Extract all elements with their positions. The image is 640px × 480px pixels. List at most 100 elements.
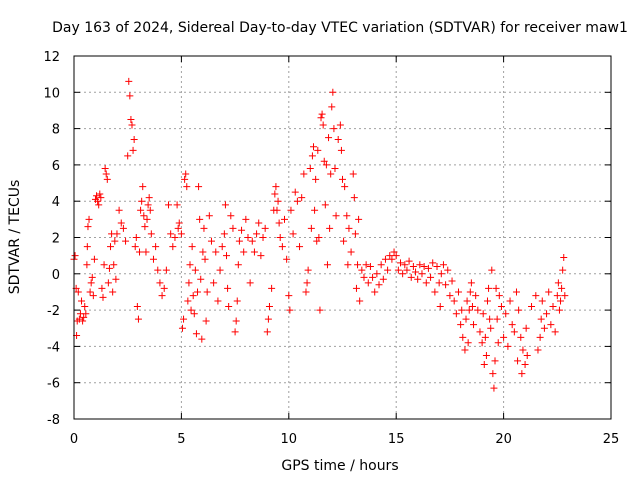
data-point — [330, 125, 338, 133]
data-point — [318, 110, 326, 118]
data-point — [308, 152, 316, 160]
data-point — [192, 330, 200, 338]
data-point — [85, 215, 93, 223]
data-point — [329, 88, 337, 96]
data-point — [212, 248, 220, 256]
data-point — [416, 261, 424, 269]
data-point — [343, 212, 351, 220]
data-point — [293, 197, 301, 205]
data-point — [257, 252, 265, 260]
data-point — [479, 310, 487, 318]
data-point — [165, 201, 173, 209]
data-point — [558, 284, 566, 292]
data-point — [340, 237, 348, 245]
data-point — [142, 248, 150, 256]
data-point — [137, 206, 145, 214]
data-point — [79, 317, 87, 325]
data-point — [100, 261, 108, 269]
data-point — [224, 284, 232, 292]
x-tick-label: 5 — [177, 432, 185, 447]
data-point — [390, 248, 398, 256]
data-point — [515, 306, 523, 314]
data-point — [345, 224, 353, 232]
data-point — [403, 266, 411, 274]
data-point — [560, 253, 568, 261]
data-point — [99, 293, 107, 301]
data-point — [405, 257, 413, 265]
data-point — [139, 183, 147, 191]
data-point — [407, 273, 415, 281]
data-point — [131, 243, 139, 251]
data-point — [488, 266, 496, 274]
data-point — [107, 243, 115, 251]
data-point — [459, 333, 467, 341]
data-point — [517, 333, 525, 341]
data-point — [538, 297, 546, 305]
data-point — [482, 351, 490, 359]
data-point — [325, 134, 333, 142]
y-tick-label: 12 — [43, 50, 60, 65]
data-point — [554, 279, 562, 287]
data-point — [75, 315, 83, 323]
data-point — [173, 201, 181, 209]
data-point — [472, 292, 480, 300]
data-point — [519, 346, 527, 354]
data-point — [242, 215, 250, 223]
data-point — [474, 306, 482, 314]
data-point — [74, 288, 82, 296]
data-point — [437, 270, 445, 278]
x-tick-labels: 0 5 10 15 20 25 — [70, 432, 619, 447]
data-point — [483, 297, 491, 305]
data-point — [461, 346, 469, 354]
data-point — [187, 306, 195, 314]
data-point — [101, 165, 109, 173]
data-point — [175, 219, 183, 227]
data-point — [240, 248, 248, 256]
data-point — [394, 266, 402, 274]
data-point — [202, 317, 210, 325]
data-point — [444, 266, 452, 274]
data-point — [545, 288, 553, 296]
data-point — [522, 324, 530, 332]
data-point — [141, 223, 149, 231]
data-point — [327, 170, 335, 178]
data-point — [319, 121, 327, 129]
data-point — [225, 302, 233, 310]
data-point — [199, 248, 207, 256]
data-point — [244, 234, 252, 241]
data-point — [458, 306, 466, 314]
data-point — [129, 146, 137, 154]
data-point — [337, 146, 345, 154]
data-point — [339, 175, 346, 183]
data-point — [322, 161, 330, 169]
data-point — [379, 275, 387, 283]
data-point — [271, 190, 279, 198]
data-point — [138, 197, 146, 205]
data-point — [127, 116, 135, 124]
data-point — [495, 292, 503, 300]
data-point — [296, 243, 304, 251]
data-point — [375, 281, 383, 289]
data-point — [287, 206, 295, 214]
data-point — [494, 339, 502, 347]
data-point — [396, 259, 404, 267]
data-point — [90, 255, 98, 263]
data-point — [487, 324, 495, 332]
data-point — [392, 252, 400, 260]
data-point — [433, 263, 441, 271]
data-point — [510, 328, 518, 336]
data-point — [253, 230, 261, 238]
data-point — [341, 183, 349, 191]
data-point — [420, 263, 428, 271]
data-point — [512, 288, 520, 296]
data-point — [508, 321, 516, 329]
data-point — [178, 324, 186, 332]
data-point — [119, 224, 127, 232]
data-point — [111, 237, 119, 245]
data-point — [152, 243, 160, 251]
data-point — [500, 333, 508, 341]
data-point — [551, 328, 559, 336]
data-point — [87, 279, 95, 287]
data-point — [399, 270, 407, 278]
data-point — [355, 215, 363, 223]
